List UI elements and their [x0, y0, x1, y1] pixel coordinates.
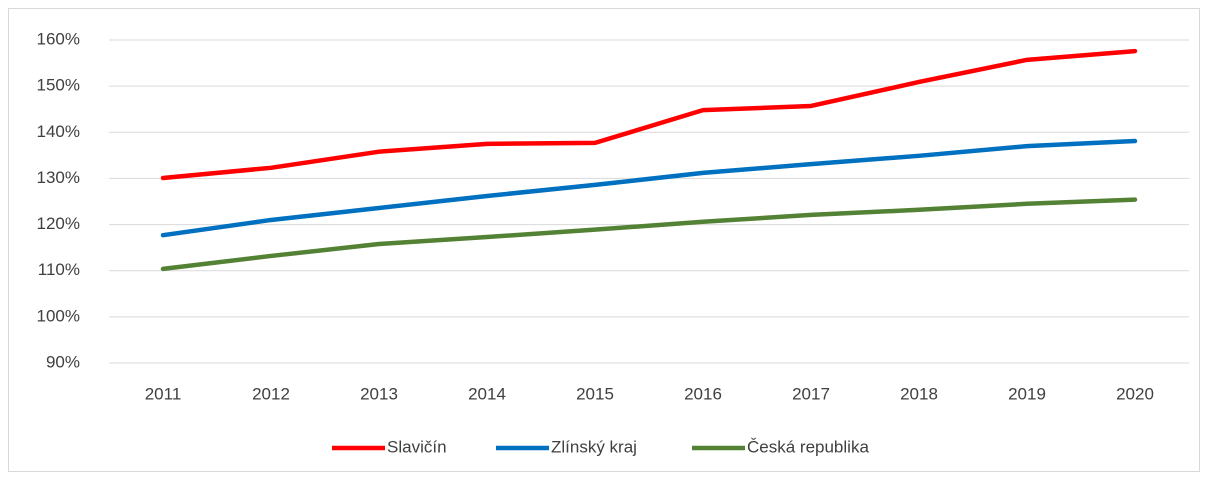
y-tick-label: 120%	[37, 214, 80, 233]
y-tick-label: 100%	[37, 306, 80, 325]
x-tick-label: 2012	[252, 384, 290, 403]
series-line	[160, 197, 1138, 272]
y-tick-label: 140%	[37, 122, 80, 141]
legend-label: Česká republika	[747, 437, 869, 456]
y-tick-label: 160%	[37, 29, 80, 48]
x-tick-label: 2017	[792, 384, 830, 403]
x-tick-label: 2015	[576, 384, 614, 403]
y-tick-label: 130%	[37, 168, 80, 187]
legend-label: Slavičín	[387, 437, 447, 456]
x-tick-label: 2020	[1116, 384, 1154, 403]
x-tick-label: 2019	[1008, 384, 1046, 403]
series-line	[160, 138, 1138, 238]
y-tick-label: 90%	[46, 352, 80, 371]
legend-label: Zlínský kraj	[551, 437, 637, 456]
x-tick-label: 2014	[468, 384, 506, 403]
series-line	[160, 48, 1138, 181]
x-tick-label: 2013	[360, 384, 398, 403]
x-tick-label: 2011	[145, 384, 182, 403]
x-tick-label: 2016	[684, 384, 722, 403]
y-tick-label: 110%	[38, 260, 80, 279]
y-tick-label: 150%	[37, 76, 80, 95]
x-tick-label: 2018	[900, 384, 938, 403]
